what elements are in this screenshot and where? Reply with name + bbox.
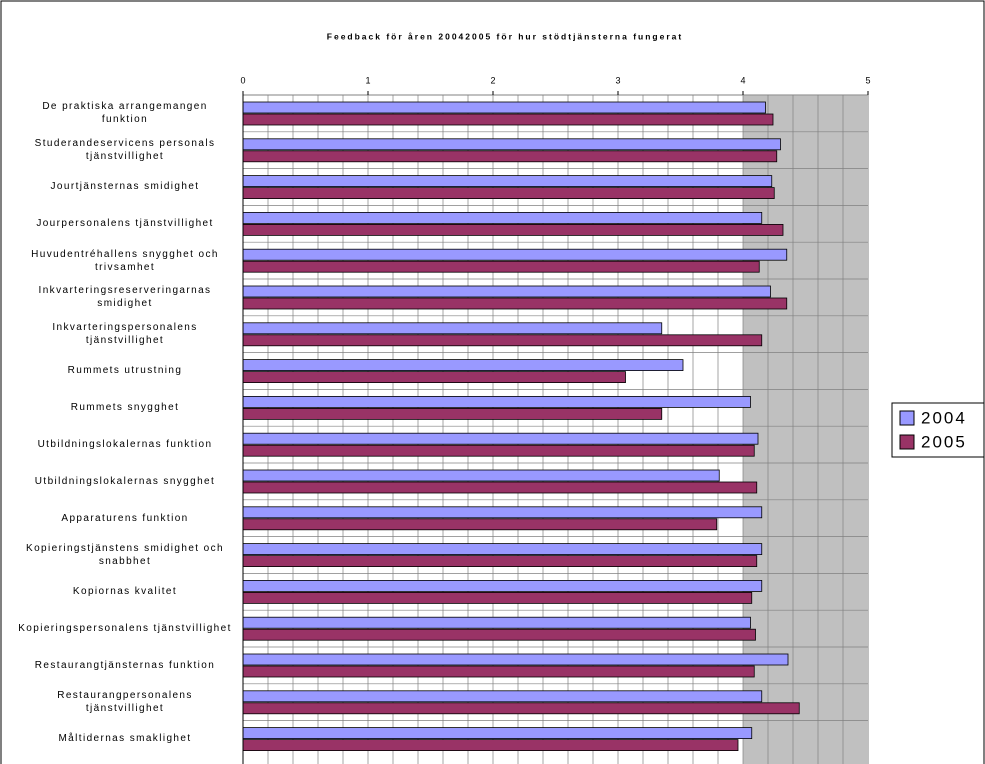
bar	[242, 223, 784, 236]
y-tick-label: Utbildningslokalernas snygghet	[34, 475, 216, 487]
y-tick-label: Restaurangpersonalens tjänstvillighet	[57, 690, 193, 715]
bar	[242, 101, 766, 114]
chart-title: Feedback för åren 20042005 för hur stödt…	[327, 31, 683, 41]
bar	[242, 260, 760, 273]
bar	[242, 248, 788, 261]
bar	[242, 628, 756, 641]
bar	[242, 739, 739, 751]
bar	[242, 432, 759, 445]
bar	[242, 481, 758, 494]
legend-swatch	[899, 434, 915, 450]
y-tick-label: Kopiornas kvalitet	[72, 586, 178, 598]
y-tick-label: Utbildningslokalernas funktion	[37, 439, 213, 451]
legend-label: 2004	[921, 408, 967, 427]
bar	[242, 187, 775, 200]
y-tick-label: De praktiska arrangemangen funktion	[42, 101, 208, 126]
bar	[242, 297, 788, 310]
bar	[242, 285, 771, 298]
y-tick-label: Huvudentréhallens snygghet och trivsamhe…	[31, 248, 219, 273]
y-tick-label: Rummets utrustning	[67, 365, 183, 377]
x-tick-label: 5	[865, 75, 870, 85]
bar	[242, 211, 763, 224]
bar	[242, 592, 753, 604]
bar	[242, 616, 751, 629]
y-tick-label: Rummets snygghet	[70, 402, 180, 414]
y-tick-label: Kopieringspersonalens tjänstvillighet	[18, 623, 232, 635]
bar	[242, 407, 663, 420]
bar	[242, 555, 758, 567]
y-tick-label: Måltidernas smaklighet	[58, 733, 192, 745]
legend-label: 2005	[921, 432, 967, 451]
bar	[242, 702, 800, 715]
bar	[242, 334, 763, 347]
y-tick-label: Inkvarteringsreserveringarnas smidighet	[38, 285, 212, 310]
y-tick-label: Studerandeservicens personals tjänstvill…	[34, 138, 216, 163]
bar	[242, 175, 773, 188]
x-tick-label: 2	[490, 75, 495, 85]
plot-shade	[743, 95, 868, 764]
bar	[242, 113, 774, 126]
x-tick-label: 1	[365, 75, 370, 85]
bar	[242, 138, 781, 151]
bar	[242, 506, 763, 519]
y-tick-label: Inkvarteringspersonalens tjänstvillighet	[52, 322, 198, 347]
y-tick-label: Jourtjänsternas smidighet	[50, 181, 200, 193]
bar	[242, 665, 755, 678]
bar	[242, 395, 751, 408]
y-tick-label: Jourpersonalens tjänstvillighet	[36, 218, 214, 230]
bar	[242, 690, 763, 703]
bar	[242, 444, 755, 457]
legend-swatch	[899, 410, 915, 426]
bar	[242, 727, 753, 739]
bar	[242, 543, 763, 555]
bar	[242, 518, 718, 531]
x-tick-label: 4	[740, 75, 745, 85]
bar	[242, 359, 684, 372]
bar	[242, 371, 626, 384]
y-tick-label: Restaurangtjänsternas funktion	[34, 659, 216, 671]
bar	[242, 469, 720, 482]
bar	[242, 580, 763, 592]
bar	[242, 322, 663, 335]
x-tick-label: 0	[240, 75, 245, 85]
bar	[242, 653, 789, 666]
x-tick-label: 3	[615, 75, 620, 85]
y-tick-label: Apparaturens funktion	[61, 512, 189, 524]
y-tick-label: Kopieringstjänstens smidighet och snabbh…	[26, 542, 224, 567]
bar	[242, 150, 778, 163]
